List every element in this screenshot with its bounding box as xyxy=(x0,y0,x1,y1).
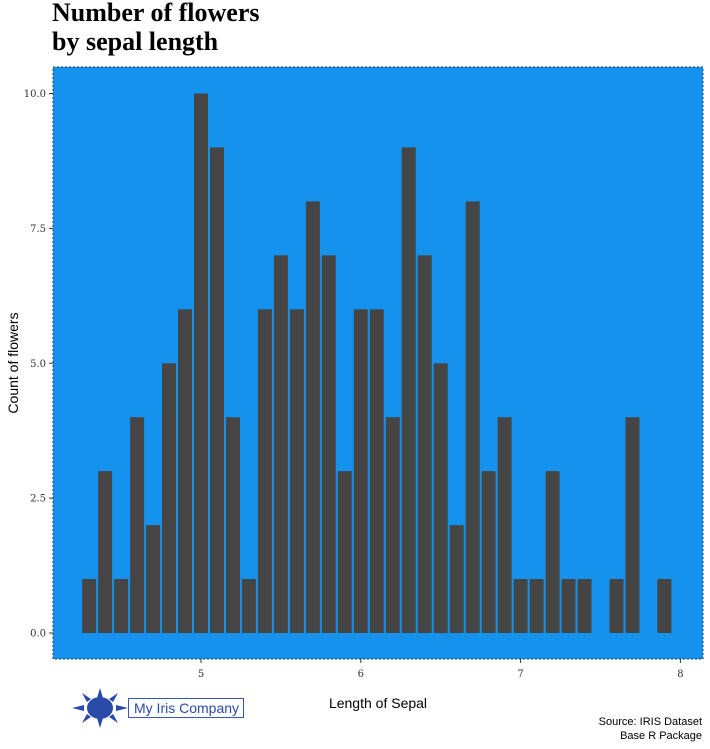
bar xyxy=(625,417,640,633)
bar xyxy=(465,201,480,633)
bar xyxy=(130,417,145,633)
bar xyxy=(178,309,192,633)
y-tick-label: 10.0 xyxy=(24,89,46,100)
bar xyxy=(449,525,464,633)
logo-text-box: My Iris Company xyxy=(128,698,244,718)
sun-icon xyxy=(72,688,128,728)
chart-title-line-2: by sepal length xyxy=(52,27,219,56)
bar xyxy=(82,579,97,633)
bar xyxy=(609,579,624,633)
bar xyxy=(337,471,352,633)
bar xyxy=(401,147,416,633)
chart-title: Number of flowers by sepal length xyxy=(52,0,259,56)
bar xyxy=(545,471,560,633)
y-tick-label: 0.0 xyxy=(30,629,46,640)
bar xyxy=(513,579,528,633)
bar xyxy=(577,579,592,633)
bar xyxy=(257,309,272,633)
bar xyxy=(353,309,368,633)
y-tick-label: 7.5 xyxy=(30,224,46,235)
bar xyxy=(433,363,448,634)
x-tick-label: 7 xyxy=(517,669,523,680)
x-axis-label: Length of Sepal xyxy=(329,695,427,711)
x-axis-ticks: 5 6 7 8 xyxy=(198,659,684,680)
company-logo: My Iris Company xyxy=(72,688,252,728)
y-tick-label: 2.5 xyxy=(30,494,46,505)
bars xyxy=(82,93,672,634)
bar xyxy=(305,201,320,633)
x-tick-label: 6 xyxy=(358,669,364,680)
logo-text: My Iris Company xyxy=(134,700,240,716)
bar xyxy=(162,363,176,634)
chart-caption: Source: IRIS Dataset Base R Package xyxy=(599,715,702,743)
bar xyxy=(289,309,304,633)
bar xyxy=(385,417,400,633)
bar xyxy=(210,147,224,633)
bar xyxy=(321,255,336,634)
bar xyxy=(657,579,672,633)
bar xyxy=(497,417,512,633)
bar xyxy=(114,579,129,633)
bar xyxy=(369,309,384,633)
bar xyxy=(529,579,544,633)
caption-line-1: Source: IRIS Dataset xyxy=(598,716,702,728)
chart-title-line-1: Number of flowers xyxy=(52,0,260,27)
bar xyxy=(561,579,576,633)
y-axis-label: Count of flowers xyxy=(5,312,21,413)
bar xyxy=(98,471,113,633)
bar xyxy=(417,255,432,634)
bar xyxy=(481,471,496,633)
y-tick-label: 5.0 xyxy=(30,359,46,370)
caption-line-2: Base R Package xyxy=(620,730,702,742)
x-tick-label: 5 xyxy=(198,669,204,680)
y-axis-ticks: 0.0 2.5 5.0 7.5 10.0 xyxy=(24,89,53,640)
bar xyxy=(241,579,256,633)
x-tick-label: 8 xyxy=(677,669,683,680)
bar xyxy=(226,417,240,633)
bar xyxy=(146,525,161,633)
bar xyxy=(273,255,288,634)
bar xyxy=(194,93,208,633)
